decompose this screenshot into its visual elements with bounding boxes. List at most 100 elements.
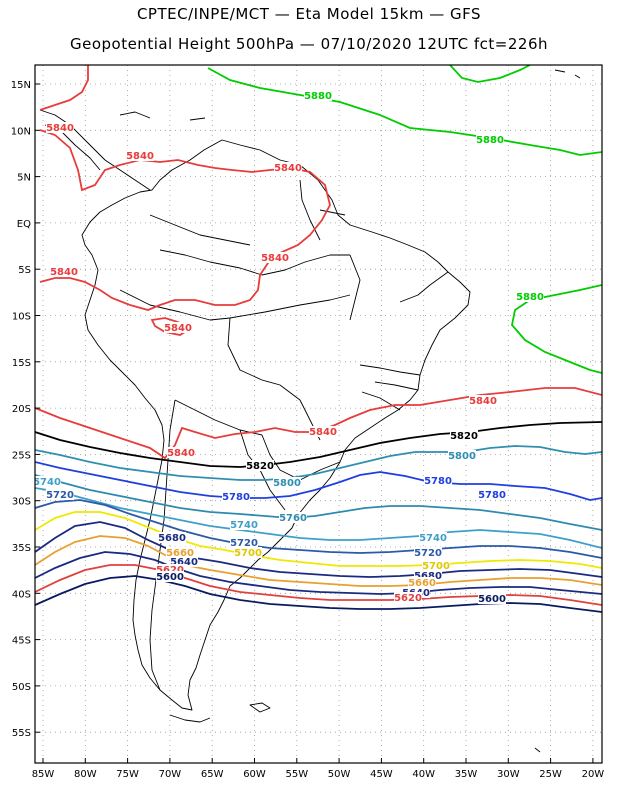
contour-5660 [35, 535, 602, 587]
contour-label-bg [274, 162, 302, 173]
contour-label-5880: 5880 [516, 292, 544, 303]
contour-label-bg [408, 577, 436, 588]
contour-label-bg [234, 547, 262, 558]
contour-label-bg [230, 519, 258, 530]
map-axes: 15N 10N 5N EQ 5S 10S 15S 20S 25S 30S 35S 40S 45S 50S 5… [11, 80, 605, 780]
contour-label-bg [478, 593, 506, 604]
contour-label-bg [158, 532, 186, 543]
contour-5740 [35, 487, 602, 549]
contour-label-bg [261, 252, 289, 263]
contour-label-5840: 5840 [274, 163, 302, 174]
contour-label-5840: 5840 [167, 448, 195, 459]
contour-label-bg [424, 475, 452, 486]
contour-label-5740: 5740 [230, 520, 258, 531]
lat-tick-label: 25S [12, 450, 31, 461]
contour-label-5780: 5780 [222, 492, 250, 503]
contour-label-bg [167, 447, 195, 458]
lat-tick-label: 35S [12, 543, 31, 554]
contour-label-5620: 5620 [394, 593, 422, 604]
lat-tick-label: 40S [12, 589, 31, 600]
contour-label-5840: 5840 [261, 253, 289, 264]
lon-tick-label: 70W [159, 769, 182, 780]
contour-label-bg [478, 489, 506, 500]
contour-label-bg [156, 564, 184, 575]
contour-label-5600: 5600 [478, 594, 506, 605]
map-title-line2: Geopotential Height 500hPa — 07/10/2020 … [69, 35, 549, 53]
contour-label-5840: 5840 [164, 323, 192, 334]
lon-tick-label: 65W [201, 769, 224, 780]
contour-label-bg [46, 122, 74, 133]
contour-5640 [35, 551, 602, 595]
contour-label-bg [273, 477, 301, 488]
lon-tick-label: 85W [32, 769, 55, 780]
contour-label-5660: 5660 [166, 548, 194, 559]
contour-label-5840: 5840 [50, 267, 78, 278]
lat-tick-label: 55S [12, 728, 31, 739]
contour-label-bg [230, 537, 258, 548]
lon-tick-label: 80W [74, 769, 97, 780]
lat-tick-label: 10S [12, 312, 31, 323]
lon-tick-label: 55W [285, 769, 308, 780]
contour-5780 [35, 461, 602, 501]
contour-label-5740: 5740 [33, 477, 61, 488]
contour-label-5700: 5700 [234, 548, 262, 559]
contour-label-bg [50, 266, 78, 277]
contour-label-bg [170, 556, 198, 567]
contour-label-5840: 5840 [46, 123, 74, 134]
contour-label-bg [46, 489, 74, 500]
lon-tick-label: 20W [582, 769, 605, 780]
contour-label-5840: 5840 [309, 427, 337, 438]
contour-label-5780: 5780 [478, 490, 506, 501]
contour-5840-north [39, 65, 89, 111]
contour-label-5740: 5740 [419, 533, 447, 544]
lon-tick-label: 45W [370, 769, 393, 780]
contour-label-5760: 5760 [279, 513, 307, 524]
lat-tick-label: 5N [17, 173, 31, 184]
contour-5880-north [207, 67, 602, 156]
lat-tick-label: 20S [12, 404, 31, 415]
contour-label-5840: 5840 [469, 396, 497, 407]
contour-label-5700: 5700 [422, 561, 450, 572]
lon-tick-label: 50W [328, 769, 351, 780]
contour-label-5660: 5660 [408, 578, 436, 589]
contour-5800 [35, 445, 602, 481]
lat-tick-label: 50S [12, 682, 31, 693]
contour-label-5880: 5880 [476, 135, 504, 146]
contour-5840-south [35, 387, 602, 460]
contour-5880-east [511, 284, 602, 374]
contour-label-5720: 5720 [414, 548, 442, 559]
contour-label-bg [516, 291, 544, 302]
contour-label-bg [448, 450, 476, 461]
lon-tick-label: 60W [243, 769, 266, 780]
contour-label-bg [126, 150, 154, 161]
contour-5600 [35, 575, 602, 613]
lat-tick-label: EQ [17, 219, 31, 230]
map-title-line1: CPTEC/INPE/MCT — Eta Model 15km — GFS [136, 5, 482, 23]
contour-label-bg [414, 570, 442, 581]
contour-label-5720: 5720 [46, 490, 74, 501]
contour-label-5680: 5680 [414, 571, 442, 582]
contour-label-bg [304, 90, 332, 101]
contour-5820 [35, 421, 602, 468]
contour-label-5720: 5720 [230, 538, 258, 549]
contour-label-bg [164, 322, 192, 333]
contour-label-bg [422, 560, 450, 571]
contour-label-bg [156, 571, 184, 582]
contour-label-5680: 5680 [158, 533, 186, 544]
contour-labels: 5880 5880 5880 5840 5840 5840 5840 5840 5840 5840… [33, 90, 544, 605]
lat-tick-label: 5S [18, 265, 31, 276]
contour-label-bg [450, 430, 478, 441]
contour-label-bg [469, 395, 497, 406]
lon-tick-label: 25W [539, 769, 562, 780]
lat-tick-label: 15N [11, 80, 31, 91]
lon-tick-label: 40W [412, 769, 435, 780]
lat-tick-label: 30S [12, 497, 31, 508]
contour-5620 [35, 564, 602, 606]
contour-5880-north-b [449, 65, 531, 83]
lon-tick-label: 30W [497, 769, 520, 780]
lon-tick-label: 75W [116, 769, 139, 780]
contour-label-bg [476, 134, 504, 145]
lat-tick-label: 15S [12, 358, 31, 369]
contour-label-bg [279, 512, 307, 523]
lat-tick-label: 45S [12, 636, 31, 647]
